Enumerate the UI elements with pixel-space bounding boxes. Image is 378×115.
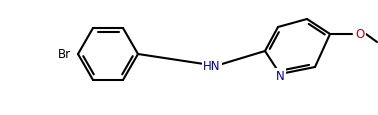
Text: N: N	[276, 70, 284, 83]
Text: O: O	[355, 28, 365, 41]
Text: HN: HN	[203, 60, 221, 73]
Text: Br: Br	[57, 48, 71, 61]
